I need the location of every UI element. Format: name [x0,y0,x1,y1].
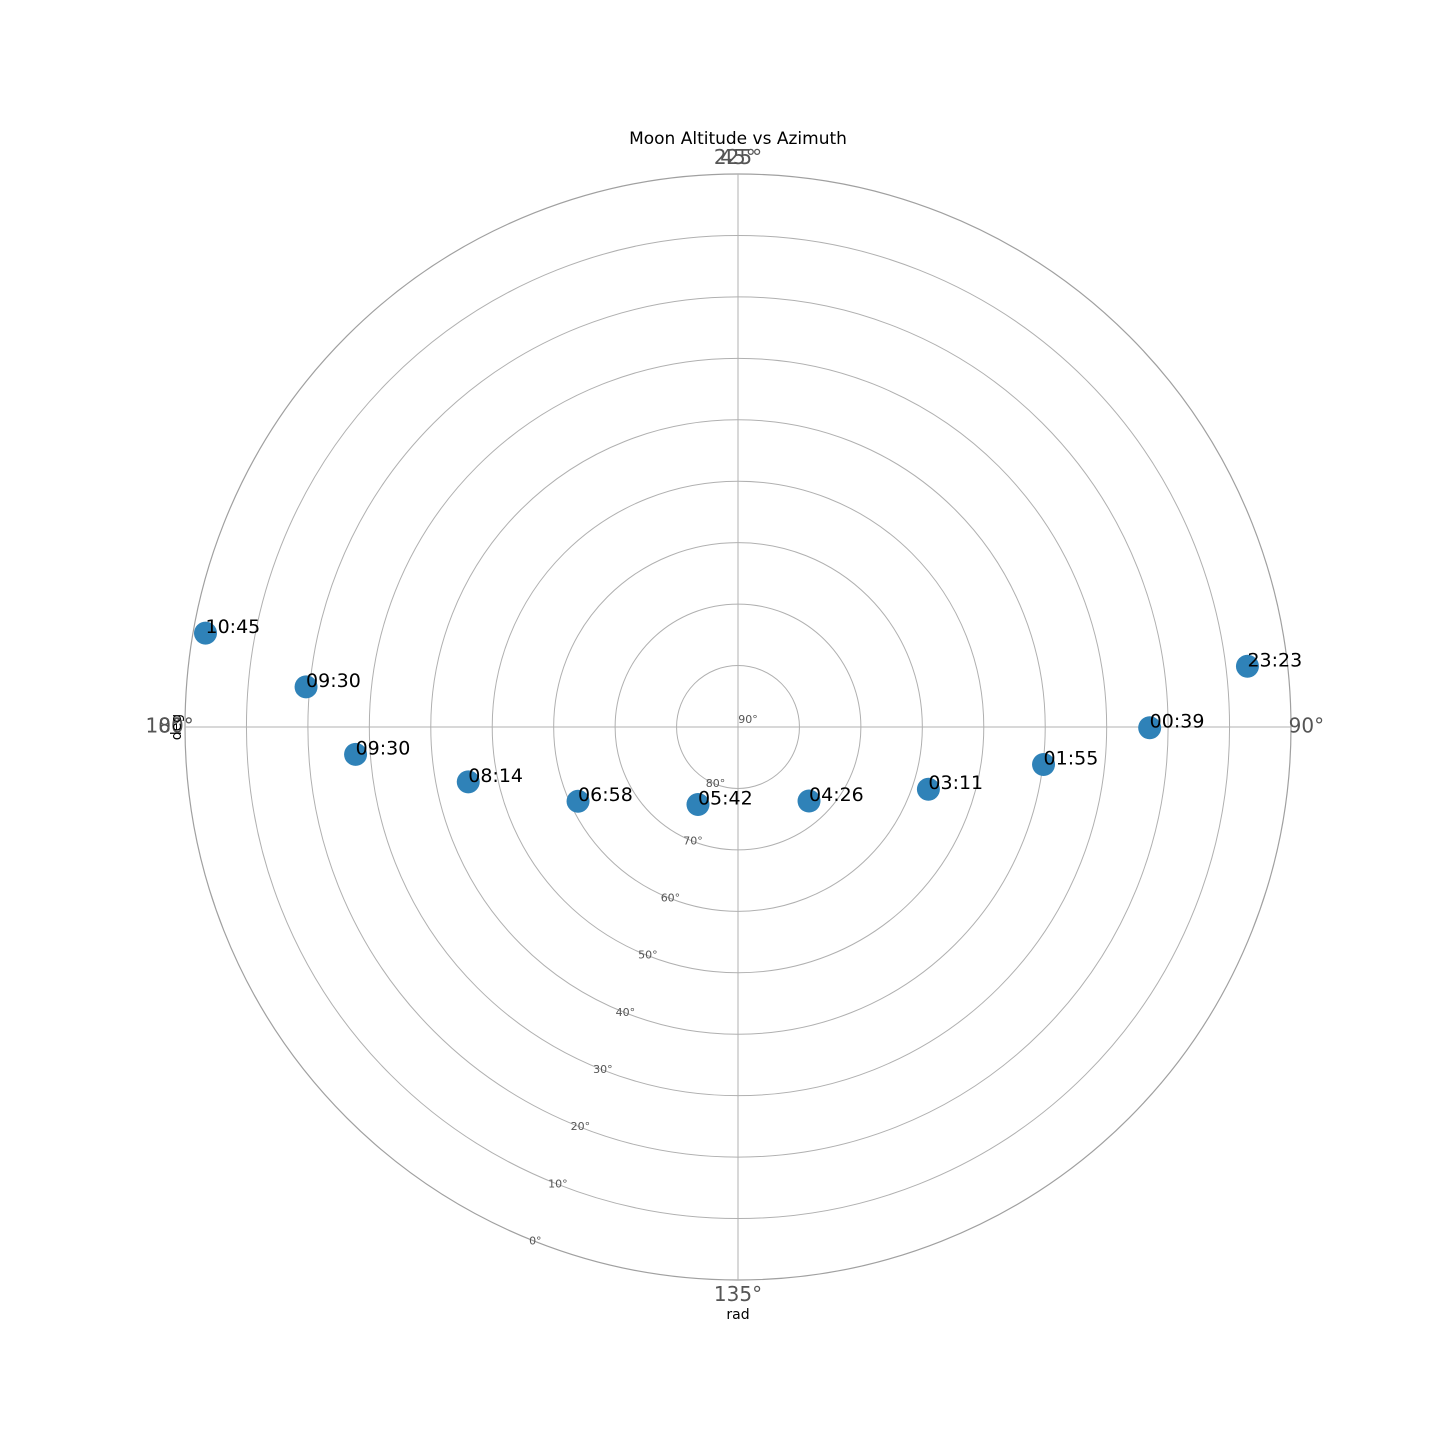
x-axis-label: rad [726,1307,749,1323]
radial-tick-label: 40° [616,1006,636,1019]
theta-tick-label: 225° [714,145,762,169]
data-point [797,789,821,813]
radial-tick-label: 50° [638,949,658,962]
point-labels: 23:23 00:39 01:55 03:11 04:26 05:42 06:58 08:14… [206,616,1303,809]
radial-tick-label: 60° [661,892,681,905]
data-point [1032,753,1056,777]
data-point [1138,716,1162,740]
radial-tick-labels: 90° 80° 70° 60° 50° 40° 30° 20° 10° 0° [529,713,758,1248]
data-point [566,789,590,813]
data-point-label: 06:58 [578,784,633,806]
data-point [194,621,218,645]
theta-tick-label: 90° [1289,714,1324,738]
theta-tick-label: 0° [158,714,181,738]
radial-tick-label: 30° [593,1063,613,1076]
theta-tick-labels: 225°45°90°135°180°0° [146,145,1325,1306]
data-point [916,777,940,801]
radial-tick-label: 80° [706,777,726,790]
data-point [344,742,368,766]
polar-grid [184,173,1292,1281]
data-point-label: 01:55 [1044,748,1099,770]
data-point-label: 08:14 [468,765,523,787]
radial-tick-label: 70° [683,834,703,847]
radial-tick-label: 0° [529,1235,542,1248]
data-points [194,621,1259,817]
theta-tick-label: 45° [720,145,755,169]
data-point-label: 04:26 [809,784,864,806]
radial-tick-label: 10° [548,1177,568,1190]
data-point-label: 03:11 [928,772,983,794]
data-point [456,770,480,794]
radial-tick-label: 20° [571,1120,591,1133]
data-point [686,793,710,817]
data-point [1235,654,1259,678]
theta-tick-label: 180° [146,714,194,738]
theta-tick-label: 135° [714,1282,762,1306]
data-point-label: 05:42 [698,788,753,810]
data-point-label: 23:23 [1247,649,1302,671]
data-point-label: 09:30 [356,737,411,759]
data-point-label: 00:39 [1150,711,1205,733]
chart-title: Moon Altitude vs Azimuth [629,129,847,149]
radial-tick-label: 90° [738,713,758,726]
data-point [294,675,318,699]
y-axis-label: deg [169,714,185,740]
data-point-label: 10:45 [206,616,261,638]
data-point-label: 09:30 [306,670,361,692]
